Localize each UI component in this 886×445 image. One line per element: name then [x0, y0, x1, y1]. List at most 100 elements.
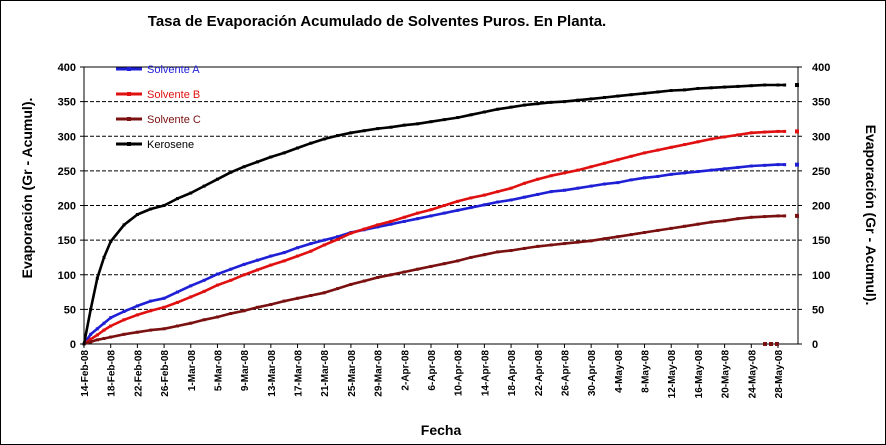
- data-point: [402, 270, 406, 274]
- x-tick-label: 2-Apr-08: [400, 350, 411, 391]
- data-point: [589, 165, 593, 169]
- data-point: [549, 174, 553, 178]
- data-point: [776, 163, 780, 167]
- y-tick-label: 400: [58, 62, 76, 74]
- data-point: [616, 158, 620, 162]
- data-point: [442, 211, 446, 215]
- data-point: [763, 163, 767, 167]
- y2-tick-label: 100: [812, 270, 830, 282]
- data-point: [95, 327, 99, 331]
- data-point: [296, 146, 300, 150]
- y-tick-label: 50: [64, 304, 76, 316]
- data-point: [269, 254, 273, 258]
- series-line: [83, 130, 785, 346]
- data-point: [616, 181, 620, 185]
- data-point: [616, 94, 620, 98]
- data-point: [215, 283, 219, 287]
- legend-swatch-marker: [127, 117, 131, 121]
- data-point: [749, 164, 753, 168]
- data-point: [135, 313, 139, 317]
- y2-tick-label: 300: [812, 131, 830, 143]
- data-point: [549, 100, 553, 104]
- x-tick-label: 28-May-08: [774, 350, 785, 399]
- data-point: [89, 307, 93, 311]
- data-point: [402, 219, 406, 223]
- y-axis-right-label: Evaporación (Gr - Acumul).: [863, 125, 879, 306]
- data-point: [189, 191, 193, 195]
- data-point: [736, 165, 740, 169]
- data-point: [456, 259, 460, 263]
- data-point: [309, 249, 313, 253]
- data-point: [496, 250, 500, 254]
- data-point: [102, 321, 106, 325]
- x-tick-label: 21-Mar-08: [320, 350, 331, 397]
- y-tick-label: 100: [58, 270, 76, 282]
- y-axis-left: 0 50 100 150 200 250 300 350 400: [58, 62, 84, 351]
- data-point: [215, 177, 219, 181]
- data-point: [562, 188, 566, 192]
- x-tick-label: 17-Mar-08: [294, 350, 305, 397]
- legend-label: Solvente C: [147, 114, 201, 126]
- data-point: [696, 140, 700, 144]
- data-point: [736, 84, 740, 88]
- x-tick-label: 30-Apr-08: [587, 350, 598, 397]
- series-markers: [82, 129, 787, 346]
- data-point: [629, 154, 633, 158]
- data-point: [549, 190, 553, 194]
- data-point: [683, 143, 687, 147]
- x-tick-label: 26-Apr-08: [560, 350, 571, 397]
- data-point: [709, 168, 713, 172]
- y2-tick-label: 50: [812, 304, 824, 316]
- data-point: [656, 90, 660, 94]
- y2-tick-label: 400: [812, 62, 830, 74]
- data-point: [783, 129, 787, 133]
- data-point: [763, 130, 767, 134]
- data-point: [122, 223, 126, 227]
- data-point: [149, 328, 153, 332]
- data-point: [763, 215, 767, 219]
- data-point: [522, 103, 526, 107]
- data-point: [456, 208, 460, 212]
- x-tick-label: 12-May-08: [667, 350, 678, 399]
- data-point: [336, 235, 340, 239]
- data-point: [442, 262, 446, 266]
- data-point: [202, 278, 206, 282]
- data-point: [229, 312, 233, 316]
- data-point: [189, 284, 193, 288]
- data-point: [202, 184, 206, 188]
- legend-swatch-marker: [127, 67, 131, 71]
- data-point: [683, 88, 687, 92]
- data-point: [229, 267, 233, 271]
- data-point: [269, 155, 273, 159]
- data-point: [602, 161, 606, 165]
- data-point: [215, 272, 219, 276]
- x-tick-label: 14-Feb-08: [80, 350, 91, 397]
- data-point: [89, 337, 93, 341]
- x-tick-label: 24-May-08: [747, 350, 758, 399]
- baseline-marker: [775, 342, 779, 346]
- data-point: [242, 262, 246, 266]
- data-point: [589, 97, 593, 101]
- data-point: [576, 240, 580, 244]
- data-point: [242, 165, 246, 169]
- data-point: [469, 255, 473, 259]
- data-point: [576, 168, 580, 172]
- x-tick-label: 22-Feb-08: [133, 350, 144, 397]
- data-point: [736, 217, 740, 221]
- data-point: [122, 309, 126, 313]
- data-point: [402, 215, 406, 219]
- series-markers: [82, 214, 787, 346]
- data-point: [175, 324, 179, 328]
- data-point: [522, 195, 526, 199]
- legend-swatch-marker: [127, 142, 131, 146]
- data-point: [416, 122, 420, 126]
- data-point: [336, 237, 340, 241]
- data-point: [109, 240, 113, 244]
- x-tick-label: 13-Mar-08: [267, 350, 278, 397]
- data-point: [255, 258, 259, 262]
- data-point: [442, 204, 446, 207]
- data-point: [429, 120, 433, 124]
- data-point: [509, 105, 513, 109]
- y2-tick-label: 150: [812, 235, 830, 247]
- data-point: [469, 196, 473, 200]
